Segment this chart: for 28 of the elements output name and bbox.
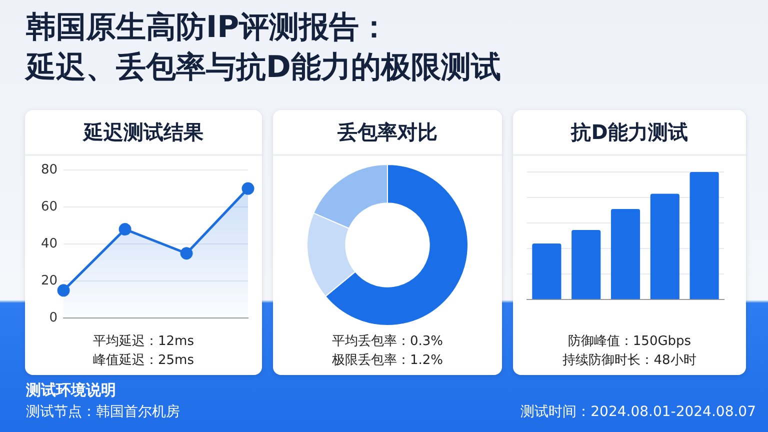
text: 极限丢包率：1.2% <box>330 352 444 370</box>
text: 测试节点：韩国首尔机房 <box>26 403 180 422</box>
text: 测试环境说明 <box>26 380 117 400</box>
point <box>118 223 132 236</box>
bar <box>572 230 601 300</box>
text: 测试时间：2024.08.01-2024.08.07 <box>520 403 756 422</box>
chart-title: 延迟测试结果 <box>25 110 262 156</box>
bar <box>532 243 562 300</box>
y-tick-label: 20 <box>40 274 58 289</box>
text: 峰值延迟：25ms <box>92 352 195 370</box>
text: 持续防御时长：48小时 <box>562 352 698 370</box>
y-tick-label: 80 <box>40 162 58 178</box>
y-tick-label: 40 <box>40 236 58 252</box>
text: 平均丢包率：0.3% <box>330 333 444 351</box>
chart-title: 丢包率对比 <box>273 110 502 156</box>
point <box>242 182 254 195</box>
bar <box>690 172 719 300</box>
y-tick-label: 0 <box>49 310 58 326</box>
point <box>57 284 70 297</box>
chart-title: 抗D能力测试 <box>513 110 746 156</box>
bar <box>610 209 640 300</box>
text: 防御峰值：150Gbps <box>566 333 692 351</box>
point <box>180 247 193 260</box>
bar <box>650 194 680 300</box>
text: 平均延迟：12ms <box>92 333 195 351</box>
text: 延迟、丢包率与抗D能力的极限测试 <box>26 49 501 87</box>
y-tick-label: 60 <box>40 199 58 214</box>
text: 韩国原生高防IP评测报告： <box>26 9 390 47</box>
